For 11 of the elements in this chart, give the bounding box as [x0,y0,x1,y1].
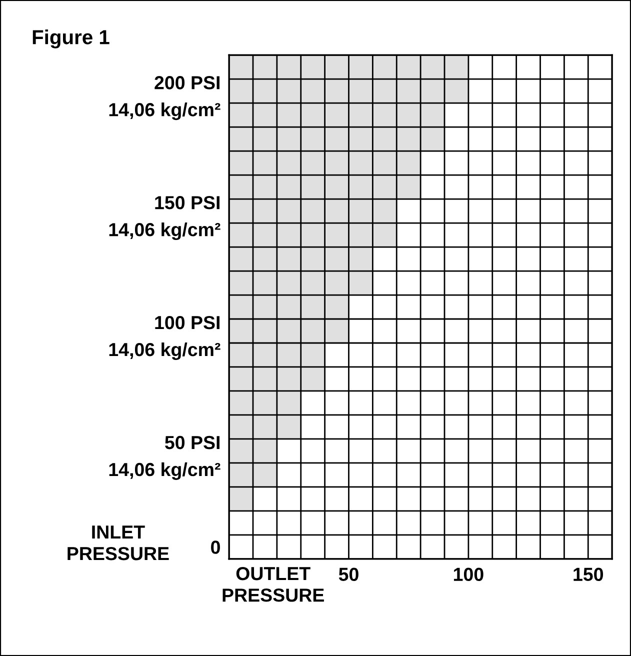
y-tick-label: 50 PSI 14,06 kg/cm² [109,436,220,480]
y-tick-label: 100 PSI 14,06 kg/cm² [109,316,220,360]
x-tick-label: 50 [338,568,358,582]
x-axis-title: OUTLET PRESSURE [222,566,324,602]
x-tick-label: 100 [454,568,484,582]
x-tick-label: 150 [574,568,604,582]
y-tick-label: 0 [211,540,220,554]
y-axis-title: INLET PRESSURE [68,526,169,560]
y-tick-label: 150 PSI 14,06 kg/cm² [109,196,220,240]
chart-title: Figure 1 [32,30,110,48]
y-tick-label: 200 PSI 14,06 kg/cm² [109,76,220,120]
